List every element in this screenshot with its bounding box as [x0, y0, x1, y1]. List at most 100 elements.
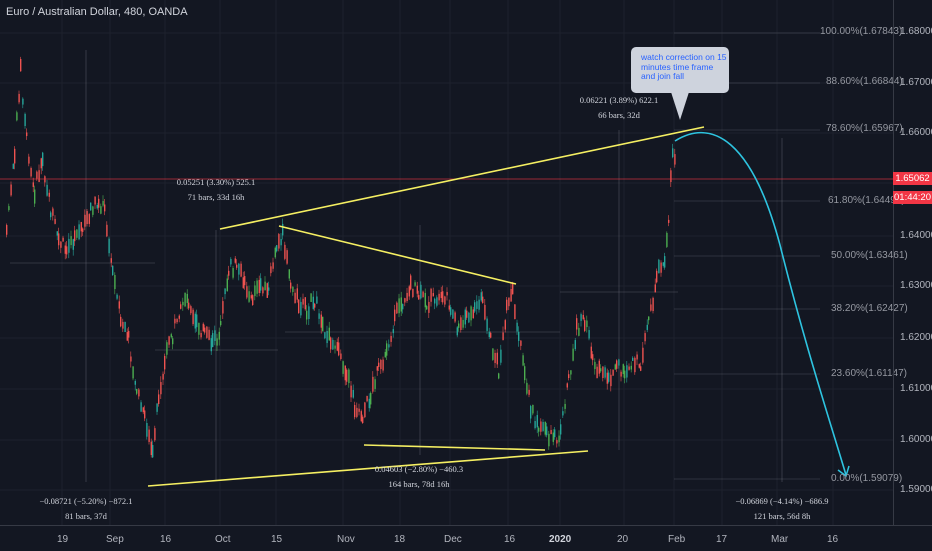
candle-body [58, 233, 60, 246]
candle-body [218, 331, 220, 340]
candle-body [14, 148, 16, 164]
candle-body [154, 428, 156, 441]
candle-body [284, 244, 286, 259]
candle-body [660, 262, 662, 273]
candle-body [368, 398, 370, 409]
candle-body [216, 338, 218, 346]
candle-body [350, 385, 352, 398]
candle-body [122, 321, 124, 329]
candle-body [42, 152, 44, 167]
candle-body [86, 211, 88, 225]
candle-body [178, 315, 180, 319]
candle-body [322, 316, 324, 332]
time-axis[interactable]: 19 Sep 16 Oct 15 Nov 18 Dec 16 2020 20 F… [0, 525, 932, 551]
candle-body [312, 296, 314, 309]
candle-body [22, 98, 24, 105]
candle-body [668, 219, 670, 223]
candle-body [268, 287, 270, 291]
candle-body [56, 231, 58, 236]
candle-body [662, 262, 664, 266]
candle-body [512, 282, 514, 295]
candle-body [434, 298, 436, 304]
candle-body [442, 291, 444, 303]
fib-label: 61.80%(1.64495) [828, 195, 905, 206]
candle-body [416, 285, 418, 294]
candle-body [174, 318, 176, 324]
candle-body [482, 296, 484, 304]
candle-body [352, 389, 354, 398]
candle-body [198, 322, 200, 335]
candle-body [354, 404, 356, 418]
candle-body [550, 430, 552, 435]
candle-body [452, 309, 454, 319]
candle-body [586, 320, 588, 328]
candle-body [604, 367, 606, 378]
candle-body [400, 297, 402, 312]
candle-body [474, 302, 476, 312]
price-axis[interactable]: 1.68000 1.67000 1.66000 1.65000 1.64000 … [893, 0, 932, 525]
candle-body [562, 411, 564, 416]
candle-body [242, 277, 244, 288]
candle-body [364, 402, 366, 418]
candle-body [192, 309, 194, 325]
candle-body [362, 416, 364, 423]
time-tick: 20 [617, 534, 629, 545]
candle-body [306, 310, 308, 320]
price-tick: 1.62000 [900, 332, 932, 343]
candle-body [356, 407, 358, 417]
candle-body [120, 316, 122, 327]
current-price-badge: 1.65062 [893, 172, 932, 185]
candle-body [536, 415, 538, 428]
candle-body [112, 265, 114, 276]
candle-body [12, 163, 14, 169]
candle-body [272, 262, 274, 269]
candle-body [166, 342, 168, 355]
candle-body [34, 189, 36, 204]
candle-body [30, 168, 32, 177]
note-callout[interactable] [631, 47, 729, 93]
fib-label: 50.00%(1.63461) [831, 250, 908, 261]
candle-body [222, 301, 224, 314]
candle-body [232, 268, 234, 278]
candle-body [20, 59, 22, 72]
note-callout-tail [671, 92, 689, 120]
candle-body [244, 276, 246, 286]
candle-body [304, 297, 306, 310]
note-callout-text: watch correction on 15 minutes time fram… [641, 52, 727, 81]
candle-body [124, 321, 126, 333]
candle-body [496, 352, 498, 365]
candle-body [494, 352, 496, 363]
candle-body [212, 333, 214, 348]
candle-body [180, 304, 182, 309]
candle-body [36, 171, 38, 179]
candle-body [594, 361, 596, 370]
candle-body [468, 312, 470, 323]
candle-body [220, 320, 222, 326]
candle-body [576, 318, 578, 330]
candle-body [260, 278, 262, 291]
time-tick: Feb [668, 534, 686, 545]
candle-body [256, 280, 258, 294]
candle-body [40, 158, 42, 169]
candle-body [516, 322, 518, 332]
candle-body [372, 376, 374, 392]
time-tick: Dec [444, 534, 462, 545]
fib-label: 100.00%(1.67843) [820, 26, 903, 37]
candle-body [398, 298, 400, 314]
measurement-lines [10, 50, 783, 482]
candle-body [164, 355, 166, 370]
candle-body [248, 291, 250, 302]
candle-body [24, 113, 26, 127]
time-tick: 2020 [549, 534, 572, 545]
candle-body [650, 304, 652, 311]
candle-body [410, 275, 412, 290]
candle-body [666, 232, 668, 247]
candle-body [334, 345, 336, 349]
candle-body [326, 331, 328, 344]
candle-body [626, 365, 628, 378]
measurement-label: −0.08721 (−5.20%) −872.1 81 bars, 37d [39, 496, 133, 521]
inner-lower-trendline [363, 444, 546, 451]
candle-body [436, 297, 438, 306]
candle-body [600, 368, 602, 372]
